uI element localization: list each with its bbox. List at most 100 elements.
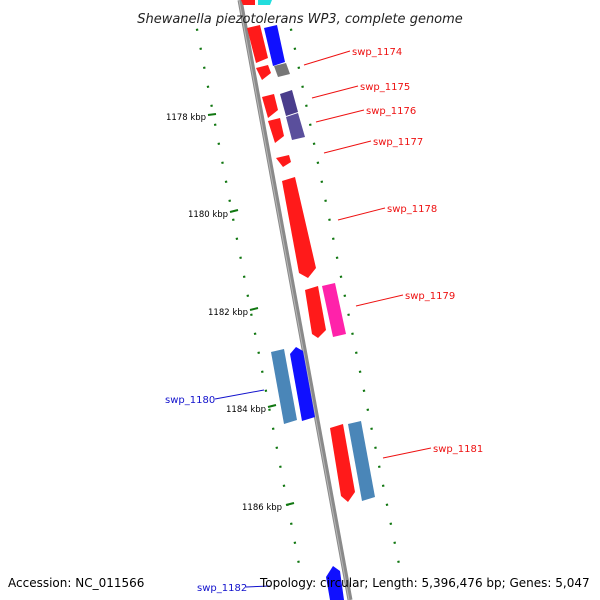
gc-dot (293, 541, 297, 544)
accession-text: Accession: NC_011566 (8, 576, 144, 590)
gc-dot (324, 199, 327, 202)
kbp-label: 1184 kbp (226, 405, 266, 415)
cds-swp-1181-steel[interactable] (348, 421, 375, 501)
cds-swp-1174a[interactable] (247, 25, 268, 63)
gc-dot (242, 275, 246, 278)
gc-dot (199, 47, 203, 50)
summary-text: Topology: circular; Length: 5,396,476 bp… (259, 576, 590, 590)
gc-dot (301, 85, 304, 88)
kbp-label: 1180 kbp (188, 210, 228, 220)
gene-label[interactable]: swp_1178 (387, 204, 437, 215)
cds-swp-1178[interactable] (282, 177, 316, 278)
gc-dot (374, 446, 377, 449)
cds-swp-1182[interactable] (326, 566, 344, 600)
gc-dot (210, 104, 213, 107)
gc-dot (339, 275, 343, 278)
gc-dot (393, 541, 397, 544)
genome-backbone (237, 0, 353, 600)
gc-dot (397, 560, 400, 563)
gene-label[interactable]: swp_1174 (352, 47, 402, 58)
gc-dot (328, 218, 331, 221)
gc-dot (354, 351, 358, 354)
page-title: Shewanella piezotolerans WP3, complete g… (137, 12, 463, 27)
gc-dot (347, 313, 350, 316)
gc-dot (351, 332, 354, 335)
gc-dot (217, 142, 221, 145)
gene-label[interactable]: swp_1179 (405, 291, 455, 302)
gc-dot (331, 237, 335, 240)
gc-dot (370, 427, 373, 430)
cds-swp-1175-purple[interactable] (280, 90, 298, 116)
gene-label[interactable]: swp_1180 (165, 395, 215, 406)
cds-swp-1180[interactable] (290, 347, 315, 421)
gc-dot (253, 332, 257, 335)
gc-dot (389, 522, 393, 525)
cds-swp-1176-purple[interactable] (286, 113, 305, 140)
gc-dot (250, 313, 253, 316)
gc-dot (275, 446, 279, 449)
gc-dot (335, 256, 339, 259)
cds-swp-1179[interactable] (305, 286, 326, 338)
gene-label[interactable]: swp_1176 (366, 106, 416, 117)
gc-dot (362, 389, 366, 392)
gc-dot (381, 484, 385, 487)
gc-dot (293, 47, 297, 50)
cds-swp-1174b[interactable] (264, 25, 285, 66)
gc-track-right (289, 28, 400, 563)
gene-labels: swp_1174 swp_1175 swp_1176 swp_1177 swp_… (165, 47, 483, 594)
gc-dot (297, 560, 300, 563)
gc-dot (312, 142, 316, 145)
gc-dot (221, 161, 224, 164)
gene-label[interactable]: swp_1175 (360, 82, 410, 93)
gene-label[interactable]: swp_1177 (373, 137, 423, 148)
gc-dot (282, 484, 286, 487)
gc-dot (264, 389, 268, 392)
gc-dot (385, 503, 389, 506)
gc-dot (235, 237, 239, 240)
gc-dot (206, 85, 210, 88)
feature-cyan[interactable] (258, 0, 272, 5)
gc-dot (195, 28, 199, 31)
feature-track (241, 0, 375, 600)
gc-dot (228, 199, 232, 202)
gc-dot (343, 294, 347, 297)
cds-swp-1179-magenta[interactable] (322, 283, 346, 337)
gc-dot (260, 370, 264, 373)
gc-dot (271, 427, 275, 430)
cds-swp-1180-steel[interactable] (271, 349, 297, 424)
gc-dot (377, 465, 381, 468)
gene-label[interactable]: swp_1182 (197, 583, 247, 594)
kbp-ticks: 1178 kbp 1180 kbp 1182 kbp 1184 kbp 1186… (166, 113, 295, 513)
genome-backbone-highlight (238, 0, 350, 600)
cds-swp-1176[interactable] (268, 118, 284, 143)
gc-dot (289, 522, 293, 525)
gc-dot (316, 161, 320, 164)
gc-dot (257, 351, 261, 354)
gene-label[interactable]: swp_1181 (433, 444, 483, 455)
cds-swp-1177[interactable] (276, 155, 291, 167)
cds-swp-1175[interactable] (262, 94, 278, 118)
gc-dot (246, 294, 250, 297)
cds-swp-1174d[interactable] (256, 65, 271, 80)
kbp-label: 1178 kbp (166, 113, 206, 123)
gc-dot (239, 256, 242, 259)
feature-red-top[interactable] (241, 0, 255, 5)
kbp-label: 1186 kbp (242, 503, 282, 513)
gc-dot (213, 123, 217, 126)
cds-swp-1174c[interactable] (274, 63, 290, 77)
gc-dot (358, 370, 362, 373)
gc-dot (305, 104, 308, 107)
gene-label-lines (214, 50, 432, 588)
cds-swp-1181[interactable] (330, 424, 355, 502)
gc-dot (297, 66, 301, 69)
kbp-label: 1182 kbp (208, 308, 248, 318)
gc-dot (320, 180, 324, 183)
gc-dot (202, 66, 206, 69)
gc-dot (224, 180, 228, 183)
gc-dot (366, 408, 370, 411)
gc-track-left (195, 28, 300, 563)
gc-dot (289, 28, 293, 31)
gc-dot (231, 218, 235, 221)
